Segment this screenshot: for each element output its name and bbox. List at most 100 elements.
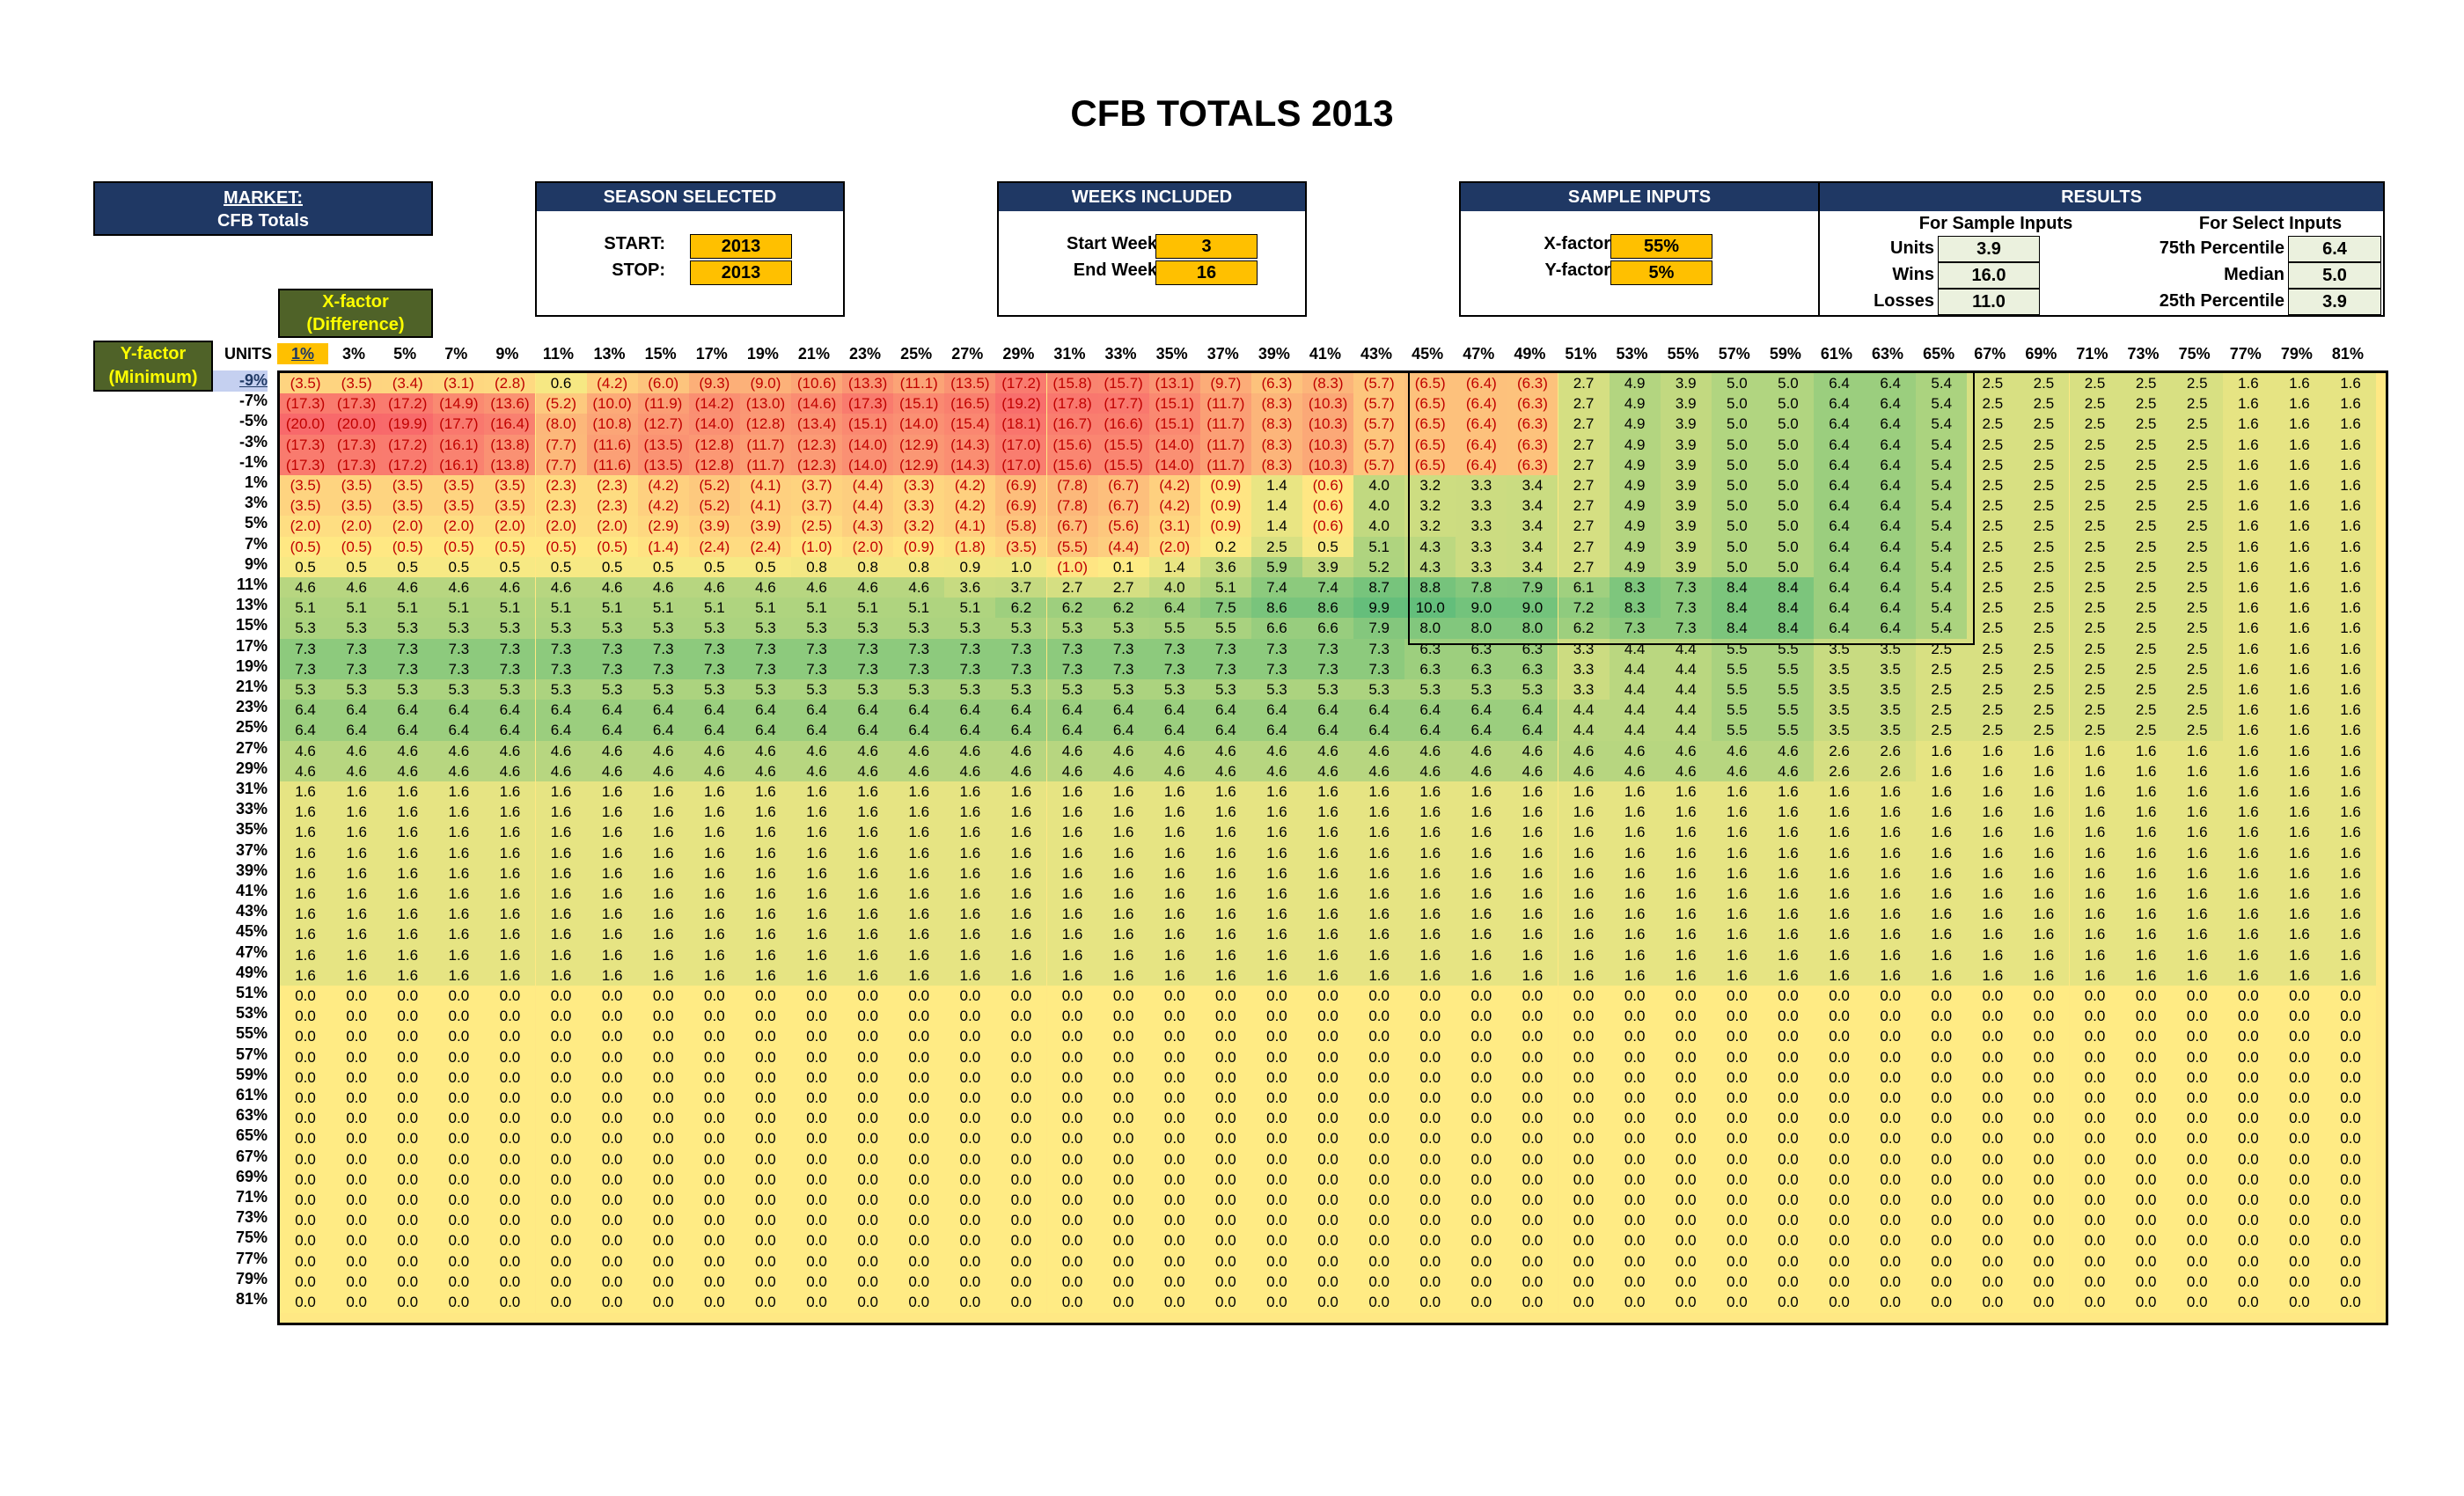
y-factor-header[interactable]: 37% bbox=[235, 840, 268, 859]
x-factor-header[interactable]: 47% bbox=[1463, 345, 1495, 363]
y-factor-header[interactable]: 61% bbox=[235, 1086, 268, 1104]
y-factor-header[interactable]: -3% bbox=[238, 432, 268, 451]
y-factor-header[interactable]: 45% bbox=[235, 922, 268, 941]
y-factor-header[interactable]: 17% bbox=[235, 636, 268, 655]
grid-cell: 0.0 bbox=[331, 1169, 383, 1191]
y-factor-header[interactable]: 51% bbox=[235, 984, 268, 1001]
y-factor-header[interactable]: 65% bbox=[235, 1126, 268, 1145]
x-factor-header[interactable]: 41% bbox=[1309, 345, 1341, 363]
x-factor-header[interactable]: 11% bbox=[542, 345, 574, 363]
grid-cell: 1.6 bbox=[331, 964, 383, 986]
y-factor-header[interactable]: 23% bbox=[235, 698, 268, 716]
x-factor-header[interactable]: 3% bbox=[342, 345, 366, 363]
y-factor-header[interactable]: 73% bbox=[235, 1208, 268, 1227]
x-factor-header[interactable]: 61% bbox=[1820, 345, 1852, 363]
x-factor-header[interactable]: 17% bbox=[695, 345, 728, 363]
x-factor-header[interactable]: 21% bbox=[797, 345, 830, 363]
x-factor-header[interactable]: 29% bbox=[1002, 345, 1035, 363]
y-factor-header[interactable]: 13% bbox=[235, 596, 268, 614]
y-factor-header[interactable]: 53% bbox=[235, 1004, 268, 1023]
y-factor-header[interactable]: -9% bbox=[213, 370, 268, 392]
season-stop-input[interactable]: 2013 bbox=[690, 260, 792, 285]
y-factor-header[interactable]: 31% bbox=[235, 780, 268, 797]
y-factor-header[interactable]: 35% bbox=[235, 820, 268, 839]
y-factor-header[interactable]: 1% bbox=[244, 473, 268, 491]
x-factor-header[interactable]: 1% bbox=[277, 343, 328, 364]
y-factor-header[interactable]: 7% bbox=[244, 534, 268, 553]
grid-cell: 0.0 bbox=[1660, 1190, 1712, 1211]
x-factor-header[interactable]: 25% bbox=[900, 345, 933, 363]
x-factor-header[interactable]: 51% bbox=[1565, 345, 1597, 363]
x-factor-input[interactable]: 55% bbox=[1610, 234, 1712, 259]
x-factor-header[interactable]: 71% bbox=[2076, 345, 2108, 363]
x-factor-header[interactable]: 59% bbox=[1769, 345, 1801, 363]
grid-cell: 0.0 bbox=[944, 1026, 996, 1047]
y-factor-header[interactable]: -1% bbox=[238, 452, 268, 471]
x-factor-header[interactable]: 57% bbox=[1718, 345, 1750, 363]
x-factor-header[interactable]: 7% bbox=[444, 345, 468, 363]
y-factor-header[interactable]: 27% bbox=[235, 738, 268, 757]
y-factor-input[interactable]: 5% bbox=[1610, 260, 1712, 285]
y-factor-header[interactable]: -5% bbox=[238, 412, 268, 430]
y-factor-header[interactable]: 59% bbox=[235, 1065, 268, 1083]
grid-cell: (17.3) bbox=[842, 393, 894, 414]
x-factor-header[interactable]: 45% bbox=[1412, 345, 1444, 363]
x-factor-header[interactable]: 9% bbox=[495, 345, 519, 363]
y-factor-header[interactable]: -7% bbox=[238, 392, 268, 410]
y-factor-header[interactable]: 81% bbox=[235, 1290, 268, 1308]
x-factor-header[interactable]: 65% bbox=[1923, 345, 1955, 363]
y-factor-header[interactable]: 41% bbox=[235, 882, 268, 899]
x-factor-header[interactable]: 75% bbox=[2178, 345, 2211, 363]
x-factor-header[interactable]: 69% bbox=[2025, 345, 2057, 363]
y-factor-header[interactable]: 9% bbox=[244, 554, 268, 573]
x-factor-header[interactable]: 79% bbox=[2280, 345, 2313, 363]
x-factor-header[interactable]: 55% bbox=[1667, 345, 1699, 363]
x-factor-header[interactable]: 13% bbox=[593, 345, 626, 363]
y-factor-header[interactable]: 39% bbox=[235, 861, 268, 879]
x-factor-header[interactable]: 67% bbox=[1974, 345, 2006, 363]
x-factor-header[interactable]: 49% bbox=[1514, 345, 1546, 363]
x-factor-header[interactable]: 27% bbox=[951, 345, 984, 363]
x-factor-header[interactable]: 73% bbox=[2127, 345, 2160, 363]
x-factor-header[interactable]: 15% bbox=[644, 345, 677, 363]
y-factor-header[interactable]: 25% bbox=[235, 718, 268, 737]
x-factor-header[interactable]: 77% bbox=[2229, 345, 2262, 363]
y-factor-header[interactable]: 75% bbox=[235, 1228, 268, 1247]
x-factor-header[interactable]: 39% bbox=[1258, 345, 1290, 363]
y-factor-header[interactable]: 5% bbox=[244, 514, 268, 532]
season-start-input[interactable]: 2013 bbox=[690, 234, 792, 259]
y-factor-header[interactable]: 29% bbox=[235, 759, 268, 777]
y-factor-header[interactable]: 69% bbox=[235, 1167, 268, 1185]
x-factor-header[interactable]: 37% bbox=[1206, 345, 1239, 363]
x-factor-header[interactable]: 43% bbox=[1360, 345, 1393, 363]
x-factor-header[interactable]: 5% bbox=[393, 345, 417, 363]
y-factor-header[interactable]: 19% bbox=[235, 656, 268, 675]
y-factor-header[interactable]: 11% bbox=[236, 576, 268, 593]
x-factor-header[interactable]: 23% bbox=[849, 345, 882, 363]
x-factor-header[interactable]: 35% bbox=[1155, 345, 1188, 363]
y-factor-header[interactable]: 33% bbox=[235, 800, 268, 818]
weeks-end-input[interactable]: 16 bbox=[1155, 260, 1258, 285]
y-factor-header[interactable]: 67% bbox=[235, 1147, 268, 1165]
x-factor-header[interactable]: 19% bbox=[746, 345, 779, 363]
x-factor-header[interactable]: 63% bbox=[1872, 345, 1904, 363]
grid-cell: 1.6 bbox=[280, 904, 332, 925]
y-factor-header[interactable]: 63% bbox=[235, 1106, 268, 1125]
x-factor-header[interactable]: 53% bbox=[1616, 345, 1648, 363]
y-factor-header[interactable]: 21% bbox=[235, 678, 268, 695]
y-factor-header[interactable]: 43% bbox=[235, 902, 268, 920]
weeks-start-input[interactable]: 3 bbox=[1155, 234, 1258, 259]
y-factor-header[interactable]: 3% bbox=[244, 494, 268, 512]
y-factor-header[interactable]: 15% bbox=[235, 616, 268, 634]
y-factor-header[interactable]: 47% bbox=[235, 942, 268, 961]
y-factor-header[interactable]: 71% bbox=[235, 1188, 268, 1206]
grid-cell: 0.0 bbox=[1711, 1230, 1763, 1251]
y-factor-header[interactable]: 49% bbox=[235, 963, 268, 981]
y-factor-header[interactable]: 55% bbox=[235, 1024, 268, 1043]
y-factor-header[interactable]: 77% bbox=[235, 1249, 268, 1267]
y-factor-header[interactable]: 79% bbox=[235, 1269, 268, 1287]
x-factor-header[interactable]: 81% bbox=[2331, 345, 2364, 363]
y-factor-header[interactable]: 57% bbox=[235, 1045, 268, 1063]
x-factor-header[interactable]: 31% bbox=[1053, 345, 1086, 363]
x-factor-header[interactable]: 33% bbox=[1104, 345, 1137, 363]
